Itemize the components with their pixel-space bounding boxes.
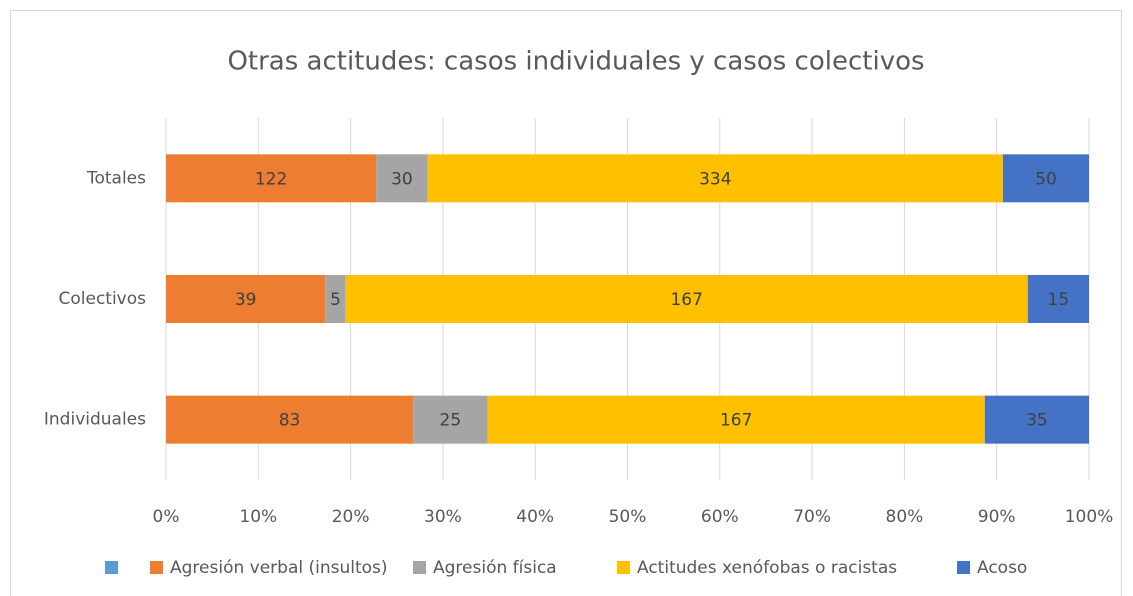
legend-label: Agresión física bbox=[433, 558, 557, 578]
data-label: 167 bbox=[670, 290, 702, 310]
data-label: 50 bbox=[1035, 169, 1057, 189]
x-tick-label: 70% bbox=[793, 507, 831, 527]
data-label: 39 bbox=[235, 290, 257, 310]
legend-swatch bbox=[413, 561, 426, 574]
legend-swatch bbox=[957, 561, 970, 574]
x-tick-label: 0% bbox=[153, 507, 180, 527]
bar-segment bbox=[1027, 275, 1089, 323]
x-tick-label: 20% bbox=[332, 507, 370, 527]
data-label: 15 bbox=[1048, 290, 1070, 310]
x-tick-label: 90% bbox=[978, 507, 1016, 527]
data-label: 30 bbox=[391, 169, 413, 189]
bar-segment bbox=[345, 275, 1028, 323]
y-tick-label: Colectivos bbox=[58, 289, 146, 309]
bar-segment bbox=[413, 395, 488, 444]
data-label: 334 bbox=[699, 169, 731, 189]
x-tick-label: 100% bbox=[1065, 507, 1114, 527]
bar-segment bbox=[166, 154, 377, 203]
y-tick-label: Individuales bbox=[44, 410, 146, 430]
bar-segment bbox=[984, 395, 1089, 444]
x-tick-label: 10% bbox=[239, 507, 277, 527]
x-tick-label: 80% bbox=[886, 507, 924, 527]
x-tick-label: 30% bbox=[424, 507, 462, 527]
data-label: 35 bbox=[1026, 411, 1048, 431]
bar-segment bbox=[166, 395, 414, 444]
legend-swatch bbox=[150, 561, 163, 574]
legend-label: Acoso bbox=[977, 558, 1027, 578]
legend-swatch bbox=[105, 561, 118, 574]
data-label: 25 bbox=[440, 411, 462, 431]
x-tick-label: 50% bbox=[609, 507, 647, 527]
bar-segment bbox=[166, 275, 326, 323]
legend-label: Agresión verbal (insultos) bbox=[170, 558, 388, 578]
bar-segment bbox=[1002, 154, 1089, 203]
bar-segment bbox=[487, 395, 985, 444]
data-label: 5 bbox=[330, 290, 341, 310]
bar-segment bbox=[325, 275, 346, 323]
data-label: 167 bbox=[720, 411, 752, 431]
legend-swatch bbox=[617, 561, 630, 574]
data-label: 122 bbox=[255, 169, 287, 189]
bar-segment bbox=[376, 154, 428, 203]
chart-title: Otras actitudes: casos individuales y ca… bbox=[227, 47, 924, 77]
bar-segment bbox=[427, 154, 1003, 203]
x-tick-label: 60% bbox=[701, 507, 739, 527]
x-tick-label: 40% bbox=[516, 507, 554, 527]
legend-label: Actitudes xenófobas o racistas bbox=[637, 558, 897, 578]
data-label: 83 bbox=[279, 411, 301, 431]
y-tick-label: Totales bbox=[86, 168, 146, 188]
